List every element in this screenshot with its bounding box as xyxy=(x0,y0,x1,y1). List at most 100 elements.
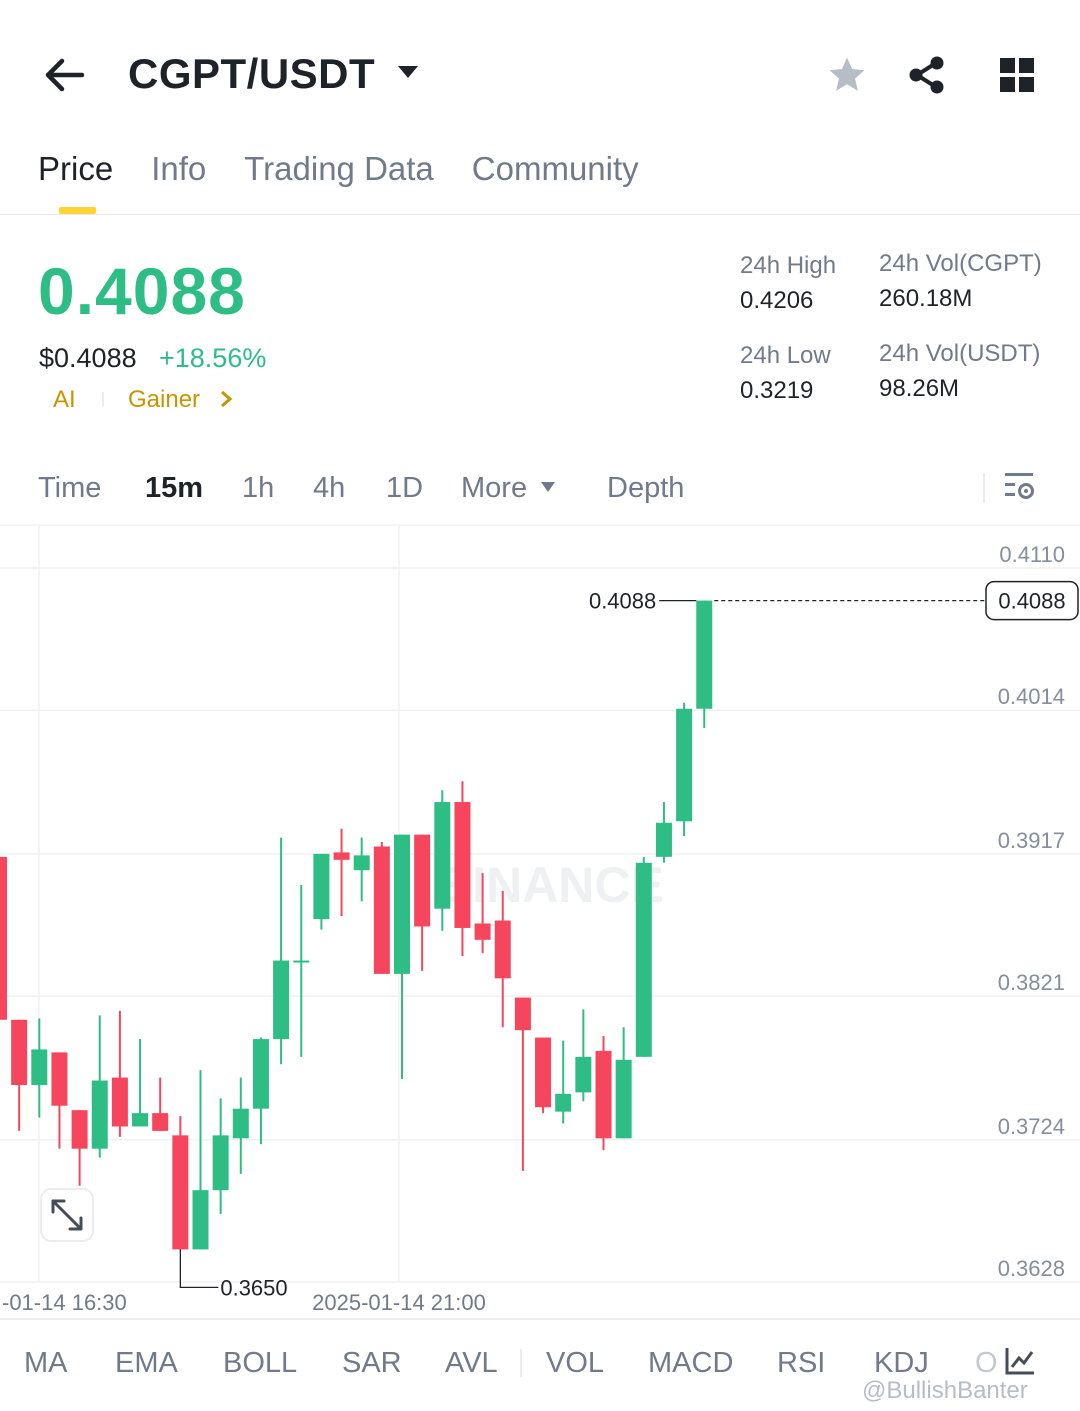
candle-up xyxy=(394,834,410,1080)
last-price-box-label: 0.4088 xyxy=(998,589,1065,614)
divider xyxy=(0,524,1080,526)
fullscreen-button[interactable] xyxy=(40,1188,94,1242)
active-tab-indicator xyxy=(59,207,96,214)
high-marker-label: 0.4088 xyxy=(589,589,656,614)
y-tick-label: 0.4110 xyxy=(999,542,1065,567)
indicator-boll[interactable]: BOLL xyxy=(223,1347,298,1379)
candle-body xyxy=(373,846,390,974)
candle-body xyxy=(51,1052,68,1106)
candle-body xyxy=(192,1190,209,1250)
candle-down xyxy=(514,997,531,1171)
interval-more[interactable]: More xyxy=(461,472,528,504)
candle-body xyxy=(111,1077,128,1127)
candle-body xyxy=(414,834,431,927)
indicator-ema[interactable]: EMA xyxy=(115,1347,178,1379)
candle-up xyxy=(434,790,451,931)
candle-body xyxy=(676,708,693,822)
indicator-settings-icon[interactable] xyxy=(1004,1346,1036,1376)
last-price-box[interactable] xyxy=(985,580,1079,621)
divider xyxy=(983,473,985,503)
vol-quote-label: 24h Vol(USDT) xyxy=(879,340,1041,367)
candle-body xyxy=(635,862,652,1057)
tab-community[interactable]: Community xyxy=(471,150,639,187)
interval-1d[interactable]: 1D xyxy=(386,472,424,504)
divider xyxy=(520,1349,522,1377)
candle-body xyxy=(0,856,7,1020)
candle-body xyxy=(152,1113,169,1131)
candle-body xyxy=(132,1113,149,1127)
candle-body xyxy=(293,960,310,963)
candle-body xyxy=(71,1110,88,1149)
low-value: 0.3219 xyxy=(740,377,814,404)
chevron-right-icon[interactable] xyxy=(219,390,233,408)
candle-down xyxy=(373,842,390,974)
candle-up xyxy=(353,837,370,902)
candle-body xyxy=(494,920,511,979)
y-tick-label: 0.4014 xyxy=(998,684,1065,709)
candle-up xyxy=(313,853,330,930)
share-icon[interactable] xyxy=(906,54,948,96)
divider xyxy=(0,214,1080,215)
tag-gainer[interactable]: Gainer xyxy=(128,386,201,413)
indicator-macd[interactable]: MACD xyxy=(648,1347,734,1379)
interval-depth[interactable]: Depth xyxy=(607,472,685,504)
tab-trading-data[interactable]: Trading Data xyxy=(244,150,434,187)
candle-down xyxy=(333,828,350,917)
y-tick-label: 0.3628 xyxy=(998,1256,1065,1281)
chart-watermark: BINANCE xyxy=(436,857,664,913)
candle-up xyxy=(696,600,713,728)
interval-15m[interactable]: 15m xyxy=(145,472,204,504)
tag-separator xyxy=(102,392,104,406)
tag-ai[interactable]: AI xyxy=(53,386,76,413)
indicator-ma[interactable]: MA xyxy=(24,1347,68,1379)
candle-up xyxy=(655,802,672,863)
tab-price[interactable]: Price xyxy=(38,150,114,187)
indicator-sar[interactable]: SAR xyxy=(342,1347,402,1379)
candle-up xyxy=(293,885,310,1057)
candle-down xyxy=(474,873,491,954)
usd-price: $0.4088 xyxy=(39,343,137,373)
candle-body xyxy=(434,802,451,909)
candle-body xyxy=(514,997,531,1031)
back-arrow-icon[interactable] xyxy=(40,55,86,95)
high-label: 24h High xyxy=(740,252,837,279)
candle-body xyxy=(353,855,370,871)
candle-body xyxy=(313,853,330,920)
vol-base-label: 24h Vol(CGPT) xyxy=(879,250,1042,277)
candle-body xyxy=(252,1039,269,1109)
pair-title[interactable]: CGPT/USDT xyxy=(128,50,376,97)
candle-up xyxy=(232,1077,249,1174)
interval-1h[interactable]: 1h xyxy=(242,472,275,504)
tab-info[interactable]: Info xyxy=(151,150,207,187)
interval-time[interactable]: Time xyxy=(38,472,102,504)
candlestick-chart[interactable]: 0.4110 0.4014 0.3917 0.3821 0.3724 0.3628 -01-… xyxy=(0,526,1080,1318)
high-value: 0.4206 xyxy=(740,287,814,314)
indicator-vol[interactable]: VOL xyxy=(546,1347,605,1379)
candle-down xyxy=(414,834,431,971)
divider xyxy=(0,1318,1080,1320)
candle-body xyxy=(595,1050,612,1139)
interval-4h[interactable]: 4h xyxy=(313,472,346,504)
candle-body xyxy=(615,1059,632,1139)
candle-down xyxy=(71,1110,88,1186)
grid-menu-icon[interactable] xyxy=(998,56,1036,94)
candle-body xyxy=(454,802,471,928)
chart-settings-icon[interactable] xyxy=(1003,471,1037,503)
top-tabs: Price Info Trading Data Community xyxy=(38,150,677,188)
more-dropdown-icon[interactable] xyxy=(540,481,556,493)
favorite-star-icon[interactable] xyxy=(826,54,868,96)
candle-up xyxy=(192,1070,209,1250)
candle-body xyxy=(31,1049,48,1085)
candle-body xyxy=(232,1108,249,1139)
indicator-obv[interactable]: O xyxy=(975,1347,998,1379)
candle-body xyxy=(11,1019,28,1085)
candle-body xyxy=(212,1135,229,1191)
candle-up xyxy=(635,856,652,1057)
indicator-rsi[interactable]: RSI xyxy=(777,1347,826,1379)
indicator-kdj[interactable]: KDJ xyxy=(874,1347,929,1379)
candle-body xyxy=(394,834,410,974)
indicator-avl[interactable]: AVL xyxy=(445,1347,498,1379)
pair-dropdown-icon[interactable] xyxy=(396,62,420,82)
x-tick-label: -01-14 16:30 xyxy=(2,1290,127,1315)
candle-down xyxy=(494,890,511,1028)
